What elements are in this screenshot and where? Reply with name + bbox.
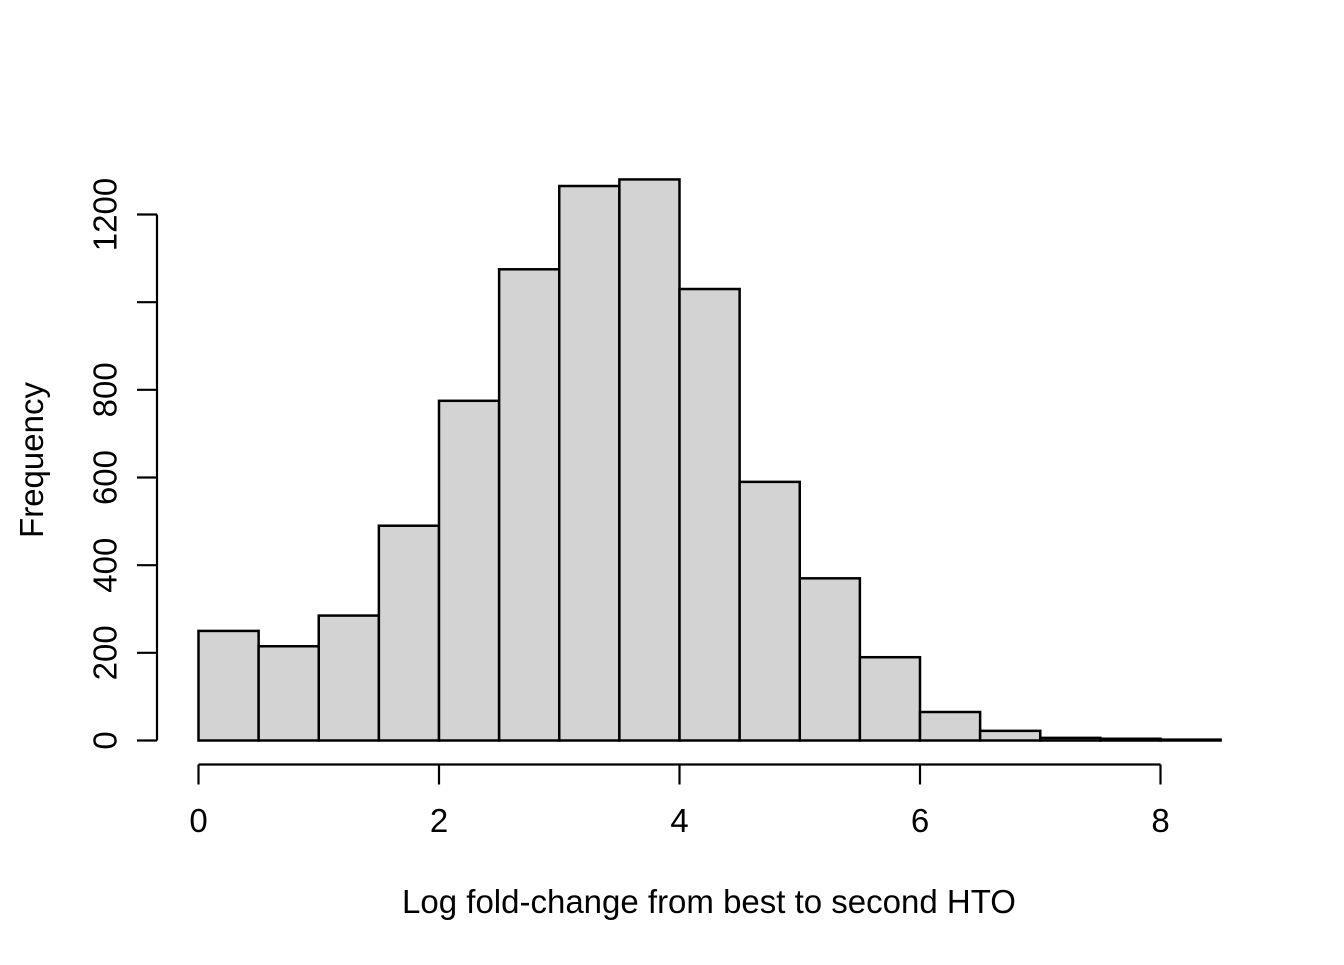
bars-layer: [197, 178, 1222, 742]
x-tick-label: 4: [670, 802, 688, 839]
y-tick-label: 200: [87, 625, 124, 680]
histogram-bar: [558, 184, 621, 742]
histogram-bar: [437, 399, 501, 742]
y-tick-label: 400: [87, 538, 124, 593]
y-tick-label: 600: [87, 450, 124, 505]
x-tick-label: 0: [189, 802, 207, 839]
histogram-bar: [918, 710, 982, 742]
histogram-bar: [377, 524, 441, 742]
x-tick-label: 6: [911, 802, 929, 839]
histogram-bar: [1099, 737, 1162, 742]
histogram-bar: [1039, 736, 1102, 742]
histogram-bar: [1159, 738, 1222, 742]
axes-layer: 0 200 400 600 800 1200 0 2 4 6 8: [87, 178, 1170, 839]
histogram-bar: [858, 655, 922, 742]
y-tick-label: 800: [87, 362, 124, 417]
histogram-bar: [317, 614, 381, 742]
histogram-bar: [497, 268, 561, 742]
histogram-bar: [798, 577, 862, 742]
histogram-bar: [678, 287, 741, 742]
histogram-bar: [618, 178, 681, 742]
x-axis-title: Log fold-change from best to second HTO: [402, 883, 1016, 920]
x-tick-label: 2: [430, 802, 448, 839]
y-axis-title: Frequency: [13, 382, 50, 538]
y-tick-label: 0: [87, 731, 124, 749]
y-tick-label: 1200: [87, 178, 124, 251]
histogram-bar: [738, 480, 801, 742]
histogram-bar: [257, 645, 320, 742]
histogram-bar: [197, 629, 260, 742]
histogram-bar: [978, 729, 1042, 742]
x-tick-label: 8: [1151, 802, 1169, 839]
